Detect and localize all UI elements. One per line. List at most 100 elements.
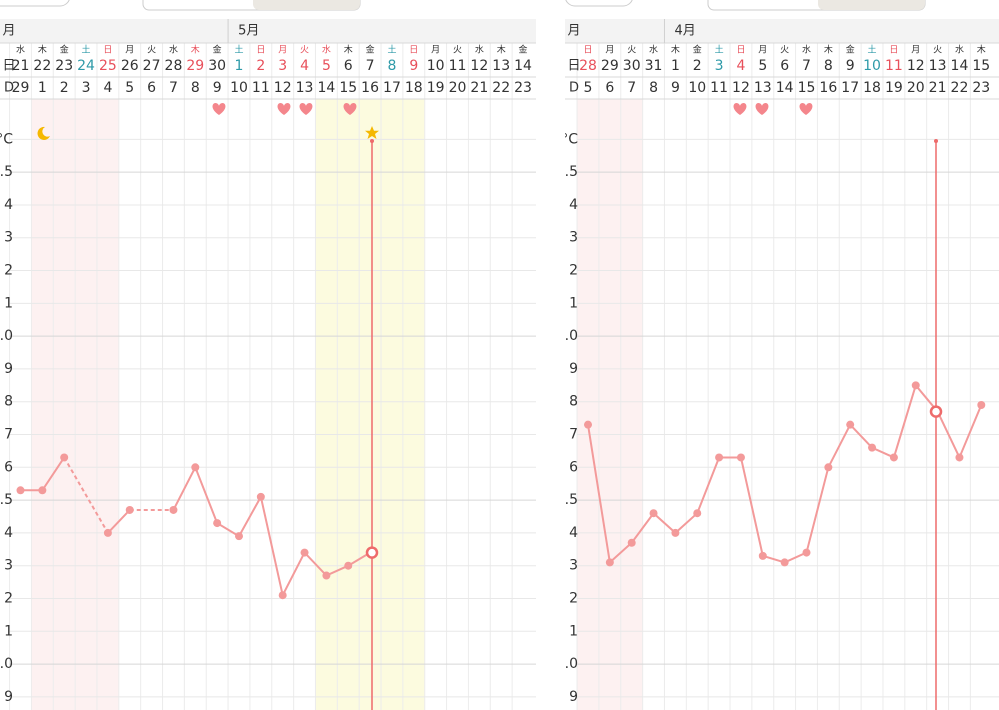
date-label: 12 <box>470 58 488 74</box>
y-tick-label: 1 <box>4 623 13 639</box>
weekday-label: 火 <box>453 45 462 56</box>
weekday-label: 水 <box>16 44 25 56</box>
date-label: 5 <box>758 58 767 74</box>
date-label: 8 <box>387 58 396 74</box>
date-label: 11 <box>449 58 467 74</box>
y-tick-label: 36.0 <box>547 656 578 672</box>
cycle-day-label: 14 <box>317 80 335 96</box>
cycle-day-label: 11 <box>252 80 270 96</box>
heart-icon <box>755 103 769 115</box>
y-tick-label: 37.5 <box>547 164 578 180</box>
weekday-label: 日 <box>583 45 592 56</box>
y-tick-label: 37.0 <box>0 328 13 344</box>
y-tick-label: 3 <box>569 230 578 246</box>
temperature-point <box>671 528 680 537</box>
star-icon <box>365 126 379 139</box>
weekday-label: 日 <box>889 45 898 56</box>
y-tick-label: 36.0 <box>0 656 13 672</box>
weekday-label: 土 <box>715 44 724 56</box>
weekday-label: 土 <box>868 44 877 56</box>
weekday-label: 木 <box>977 44 986 56</box>
date-label: 12 <box>907 58 925 74</box>
y-tick-label: 7 <box>4 427 13 443</box>
cycle-day-label: 3 <box>82 80 91 96</box>
date-label: 28 <box>165 58 183 74</box>
date-label: 14 <box>951 58 969 74</box>
date-label: 1 <box>671 58 680 74</box>
cycle-day-label: 7 <box>627 80 636 96</box>
date-label: 30 <box>208 58 226 74</box>
date-label: 22 <box>33 58 51 74</box>
weekday-label: 水 <box>475 44 484 56</box>
cycle-day-label: 23 <box>514 80 532 96</box>
date-label: 21 <box>12 58 30 74</box>
date-label: 24 <box>77 58 95 74</box>
temperature-point <box>715 453 724 462</box>
weekday-label: 水 <box>322 44 331 56</box>
weekday-label: 木 <box>191 44 200 56</box>
cycle-day-label: 17 <box>841 80 859 96</box>
y-tick-label: 2 <box>4 590 13 606</box>
cycle-day-label: 9 <box>213 80 222 96</box>
weekday-label: 水 <box>802 44 811 56</box>
month-row <box>0 19 536 43</box>
temperature-point <box>911 381 920 390</box>
weekday-label: 土 <box>82 44 91 56</box>
temperature-point <box>256 492 265 501</box>
cycle-day-label: 18 <box>405 80 423 96</box>
heart-icon <box>212 103 226 115</box>
cycle-day-label: 8 <box>191 80 200 96</box>
cycle-day-label: 13 <box>754 80 772 96</box>
bbt-chart: °C37.5432137.0987636.5432136.09日285月296火… <box>547 19 999 710</box>
month-row <box>565 19 999 43</box>
segment-selected[interactable] <box>818 0 925 10</box>
selected-point[interactable] <box>929 405 943 418</box>
back-button[interactable] <box>0 0 70 7</box>
back-button[interactable] <box>565 0 633 7</box>
row-label: 日 <box>567 59 580 74</box>
date-label: 14 <box>514 58 532 74</box>
cycle-day-label: 16 <box>819 80 837 96</box>
weekday-label: 月 <box>605 45 614 56</box>
weekday-label: 木 <box>824 44 833 56</box>
weekday-label: 水 <box>955 44 964 56</box>
weekday-label: 水 <box>649 44 658 56</box>
temperature-point <box>125 505 134 514</box>
temperature-point <box>322 571 331 580</box>
temperature-point <box>824 463 833 472</box>
date-label: 6 <box>780 58 789 74</box>
segment-selected[interactable] <box>253 0 360 10</box>
temperature-point <box>889 453 898 462</box>
temperature-point <box>344 561 353 570</box>
weekday-label: 木 <box>344 44 353 56</box>
temperature-point <box>278 591 287 600</box>
cycle-day-label: 17 <box>383 80 401 96</box>
y-tick-label: 1 <box>569 623 578 639</box>
weekday-label: 木 <box>38 44 47 56</box>
cycle-day-label: 12 <box>732 80 750 96</box>
y-tick-label: 37.0 <box>547 328 578 344</box>
cycle-day-label: 7 <box>169 80 178 96</box>
cycle-day-label: 11 <box>710 80 728 96</box>
weekday-label: 月 <box>758 45 767 56</box>
date-label: 28 <box>579 58 597 74</box>
selected-point[interactable] <box>365 546 379 559</box>
heart-icon <box>299 103 313 115</box>
cycle-day-label: 20 <box>907 80 925 96</box>
row-label: D <box>569 81 579 96</box>
date-label: 7 <box>802 58 811 74</box>
cycle-day-label: 16 <box>361 80 379 96</box>
month-label: 4月 <box>674 24 695 39</box>
date-label: 29 <box>601 58 619 74</box>
weekday-label: 水 <box>169 44 178 56</box>
y-tick-label: 4 <box>4 525 13 541</box>
y-tick-label: 4 <box>569 525 578 541</box>
temperature-point <box>627 538 636 547</box>
cycle-day-label: 6 <box>605 80 614 96</box>
cycle-day-label: 22 <box>951 80 969 96</box>
date-label: 7 <box>366 58 375 74</box>
y-tick-label: 4 <box>4 197 13 213</box>
date-label: 8 <box>824 58 833 74</box>
weekday-label: 金 <box>213 44 222 56</box>
date-label: 9 <box>409 58 418 74</box>
